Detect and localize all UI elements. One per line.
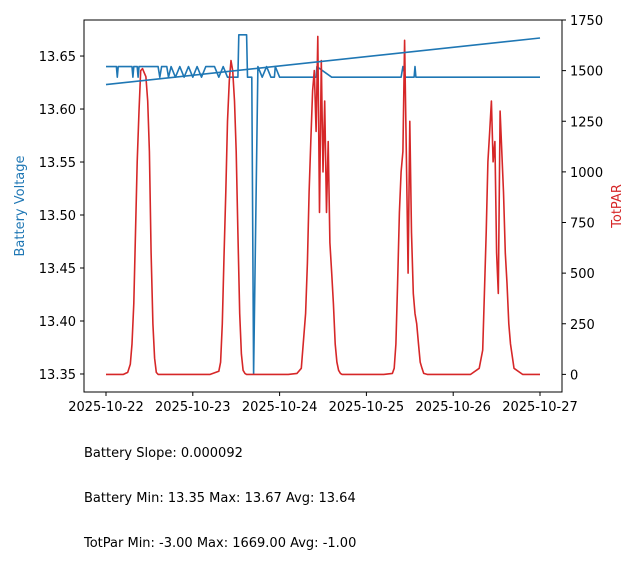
y-right-tick-label: 750: [570, 217, 595, 232]
y-right-tick-label: 1000: [570, 166, 603, 181]
x-tick-label: 2025-10-23: [155, 400, 231, 415]
y-left-tick-label: 13.35: [39, 368, 76, 383]
y-left-tick-label: 13.60: [39, 103, 76, 118]
y-right-tick-label: 1250: [570, 115, 603, 130]
y-axis-right-label: TotPAR: [610, 184, 625, 229]
battery-stats-text: Battery Min: 13.35 Max: 13.67 Avg: 13.64: [84, 491, 356, 506]
y-left-tick-label: 13.65: [39, 50, 76, 65]
totpar-stats-text: TotPar Min: -3.00 Max: 1669.00 Avg: -1.0…: [84, 536, 357, 551]
y-right-tick-label: 500: [570, 267, 595, 282]
x-tick-label: 2025-10-22: [68, 400, 144, 415]
y-right-tick-label: 0: [570, 368, 578, 383]
series-battery-voltage-line: [106, 33, 540, 375]
x-tick-label: 2025-10-24: [242, 400, 318, 415]
chart: 2025-10-22 2025-10-23 2025-10-24 2025-10-25…: [13, 14, 625, 551]
series-battery-trend-line: [105, 37, 541, 86]
y-axis-left-label: Battery Voltage: [13, 155, 28, 256]
chart-canvas: 2025-10-22 2025-10-23 2025-10-24 2025-10-25…: [13, 14, 625, 415]
y-left-tick-label: 13.55: [39, 156, 76, 171]
x-tick-label: 2025-10-25: [329, 400, 405, 415]
y-left-tick-label: 13.45: [39, 262, 76, 277]
y-right-tick-label: 1500: [570, 65, 603, 80]
y-left-tick-label: 13.40: [39, 315, 76, 330]
y-right-tick-label: 1750: [570, 14, 603, 29]
y-right-tick-label: 250: [570, 318, 595, 333]
stats-annotation: Battery Slope: 0.000092 Battery Min: 13.…: [84, 416, 356, 581]
x-tick-label: 2025-10-26: [415, 400, 491, 415]
x-tick-label: 2025-10-27: [502, 400, 578, 415]
series-totpar-line: [106, 35, 540, 376]
battery-slope-text: Battery Slope: 0.000092: [84, 446, 243, 461]
y-left-tick-label: 13.50: [39, 209, 76, 224]
plot-frame: [83, 19, 563, 393]
